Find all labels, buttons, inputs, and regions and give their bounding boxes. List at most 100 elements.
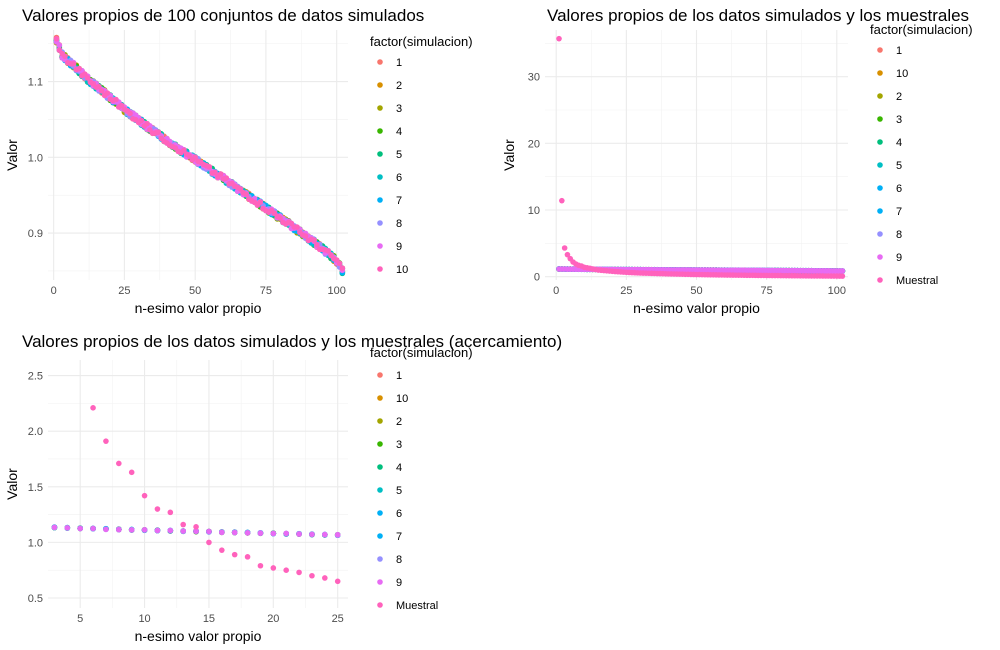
data-point [219,529,225,536]
legend-key [377,266,383,272]
legend-key [377,533,383,539]
x-tick-label: 75 [260,285,272,297]
x-tick-label: 25 [118,285,130,297]
muestral-point [141,492,148,499]
data-point [206,164,213,170]
legend-label: 5 [396,485,402,497]
legend-label: 4 [896,137,902,149]
legend-key [877,254,883,260]
muestral-point [309,572,315,579]
data-point [144,120,150,127]
legend-label: Muestral [896,275,938,287]
x-tick-label: 15 [203,613,215,625]
muestral-point [270,565,277,571]
chart-title: Valores propios de los datos simulados y… [547,6,969,25]
data-point [76,65,82,72]
data-point [70,61,77,67]
data-point [243,191,249,198]
data-point [311,237,317,243]
legend-key [877,93,883,99]
muestral-point [219,547,225,553]
legend-label: 8 [396,218,402,230]
x-tick-label: 25 [620,285,632,297]
legend-label: 9 [396,241,402,253]
data-point [62,53,68,60]
legend-label: 4 [396,462,402,474]
muestral-point [564,251,571,258]
legend-key [377,151,383,157]
data-point [277,215,283,221]
y-tick-label: 1.1 [28,77,43,89]
x-axis-label: n-esimo valor propio [135,300,262,316]
data-point [127,110,133,117]
x-axis-label: n-esimo valor propio [135,628,262,644]
data-point [270,530,277,537]
legend-key [877,139,883,145]
legend-key [877,116,883,122]
muestral-point [322,575,328,581]
data-point [77,525,83,532]
data-point [294,224,300,230]
legend-key [377,487,383,493]
legend-key [877,162,883,168]
muestral-point [296,569,302,576]
data-point [839,268,846,274]
legend-label: Muestral [396,600,438,612]
x-tick-label: 20 [267,613,279,625]
y-tick-label: 1.5 [28,482,43,494]
y-tick-label: 0.5 [28,593,43,605]
legend-key [377,59,383,65]
muestral-point [206,539,212,546]
muestral-point [257,562,264,569]
muestral-point [193,524,199,530]
legend-label: 2 [896,91,902,103]
data-point [206,528,212,535]
legend-label: 5 [896,160,902,172]
data-point [302,233,309,239]
x-tick-label: 0 [553,285,559,297]
x-tick-label: 100 [828,285,846,297]
legend-label: 5 [396,149,402,161]
chart-title: Valores propios de los datos simulados y… [22,332,562,351]
legend-label: 3 [896,114,902,126]
x-axis-label: n-esimo valor propio [633,300,760,316]
legend-title: factor(simulacion) [870,22,973,37]
data-point [96,83,102,90]
y-tick-label: 30 [528,72,540,84]
data-point [244,530,251,536]
x-tick-label: 25 [332,613,344,625]
legend-key [377,395,383,401]
data-point [334,531,341,538]
muestral-point [154,506,161,512]
data-point [155,129,162,135]
data-point [84,75,91,81]
x-tick-label: 100 [327,285,345,297]
muestral-point [231,551,238,558]
legend-label: 7 [396,195,402,207]
legend-key [377,197,383,203]
x-tick-label: 0 [51,285,57,297]
legend-key [377,372,383,378]
legend-key [377,510,383,516]
legend-label: 9 [396,577,402,589]
legend-key [877,277,883,283]
data-point [154,527,161,534]
data-point [181,147,187,154]
legend-key [377,128,383,134]
legend-label: 3 [396,439,402,451]
data-point [138,117,145,124]
legend-label: 1 [396,370,402,382]
data-point [116,526,122,533]
data-point [98,88,105,94]
y-axis-label: Valor [4,139,20,171]
y-tick-label: 10 [528,205,540,217]
legend: factor(simulacion) 1 2 3 4 5 6 7 8 9 10 [370,34,473,276]
legend-key [377,579,383,585]
data-point [212,169,218,176]
data-point [314,241,320,248]
y-tick-label: 2.0 [28,426,43,438]
data-point [113,96,119,103]
muestral-point [128,469,135,476]
